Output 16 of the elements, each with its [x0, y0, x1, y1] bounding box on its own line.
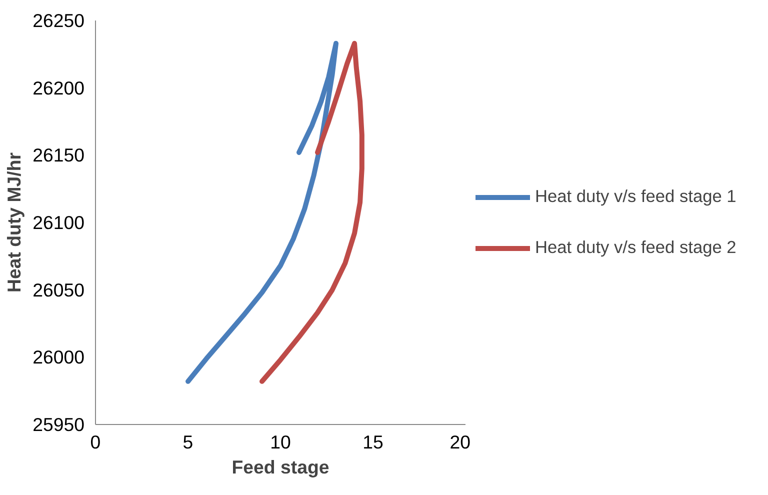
y-tick-label: 26150 — [32, 144, 85, 166]
y-tick-label: 26050 — [32, 279, 85, 300]
legend-label: Heat duty v/s feed stage 1 — [535, 186, 736, 207]
x-tick-label: 0 — [90, 432, 101, 452]
y-tick-label: 26100 — [32, 212, 85, 233]
x-tick-label: 10 — [270, 432, 291, 452]
y-tick-label: 26200 — [32, 77, 85, 98]
x-tick-label: 5 — [182, 432, 194, 452]
y-tick-label: 25950 — [32, 414, 85, 435]
x-tick-label: 20 — [450, 432, 471, 452]
y-tick-label: 26250 — [32, 10, 85, 31]
y-tick-label: 26000 — [32, 346, 85, 368]
x-tick-label: 15 — [362, 432, 384, 452]
legend-label: Heat duty v/s feed stage 2 — [535, 237, 736, 258]
y-axis-title: Heat duty MJ/hr — [4, 152, 25, 292]
x-axis-title: Feed stage — [232, 456, 330, 478]
